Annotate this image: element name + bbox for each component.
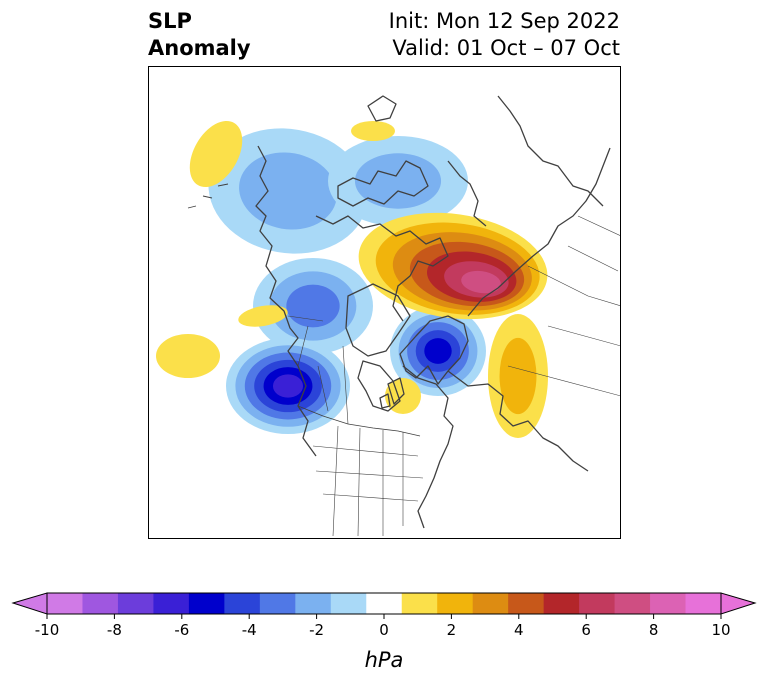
low-gulf-of-alaska-pacific-contour [272, 374, 304, 398]
colorbar-ticks: -10 -8 -6 -4 -2 0 2 4 6 8 10 [35, 614, 731, 639]
coastline-kamchatka [447, 160, 487, 227]
colorbar-segment [508, 593, 545, 614]
coastline-siberia [467, 147, 611, 317]
low-scandinavia-contour [424, 338, 452, 364]
colorbar-segment [117, 593, 154, 614]
high-siberia-arctic-contour [461, 270, 501, 294]
lows-alaska-canada-arc-contour [239, 152, 337, 230]
slp-anomaly-map [148, 66, 621, 539]
coastline-north-pacific-islands [187, 183, 229, 209]
colorbar-tick-label: 10 [711, 621, 730, 639]
high-subtropical-pacific-contour [189, 120, 243, 188]
colorbar-segment [224, 593, 261, 614]
high-subtropical-pacific-contour [238, 305, 288, 327]
colorbar-over-arrow [720, 592, 757, 615]
border-canada-provinces [287, 315, 349, 425]
coastline-greenland [345, 283, 411, 357]
border-us-canada [297, 405, 421, 437]
coastline-arctic-islands [337, 160, 429, 207]
map-frame [148, 66, 621, 539]
colorbar-segment [259, 593, 296, 614]
coastline-east-asia [497, 95, 604, 207]
colorbar-segment [614, 593, 651, 614]
colorbar-segment [366, 593, 403, 614]
lows-alaska-canada-arc-contour [286, 284, 340, 328]
anomaly-fill-layer [156, 120, 548, 438]
colorbar-segment [685, 593, 722, 614]
coastline-europe [447, 370, 589, 472]
colorbar-segments [47, 593, 722, 614]
colorbar-segment [579, 593, 616, 614]
high-north-atlantic-contour [385, 378, 421, 414]
coastline-scandinavia [399, 315, 469, 385]
colorbar-tick-label: -10 [35, 621, 60, 639]
coastline-japan [367, 95, 397, 122]
colorbar-tick-label: -2 [309, 621, 324, 639]
high-subtropical-pacific-contour [156, 334, 220, 378]
border-asia-countries [507, 215, 621, 397]
coastlines-and-borders [187, 95, 621, 537]
colorbar-tick-label: 2 [447, 621, 457, 639]
colorbar-tick-label: -6 [174, 621, 189, 639]
map-title: SLP Anomaly [148, 9, 251, 60]
init-date: Init: Mon 12 Sep 2022 [388, 9, 620, 33]
colorbar-tick-label: 0 [379, 621, 389, 639]
colorbar-segment [47, 593, 83, 614]
coastline-east-america [402, 365, 454, 529]
colorbar-segment [401, 593, 438, 614]
colorbar-segment [330, 593, 367, 614]
colorbar-segment [188, 593, 225, 614]
colorbar-segment [472, 593, 509, 614]
colorbar-segment [650, 593, 687, 614]
coastline-british-isles [379, 377, 405, 409]
colorbar-tick-label: 4 [514, 621, 524, 639]
colorbar-tick-label: 6 [581, 621, 591, 639]
colorbar-tick-label: -8 [107, 621, 122, 639]
high-eastern-europe-tail-contour [499, 337, 537, 415]
colorbar-tick-label: 8 [649, 621, 659, 639]
coastline-hudson-bay [357, 360, 401, 412]
colorbar-unit-label: hPa [365, 648, 404, 672]
colorbar-segment [437, 593, 474, 614]
high-north-atlantic-contour [351, 121, 395, 141]
colorbar-under-arrow [11, 592, 48, 615]
colorbar: -10 -8 -6 -4 -2 0 2 4 6 8 10 hPa [11, 592, 757, 672]
forecast-dates: Init: Mon 12 Sep 2022 Valid: 01 Oct – 07… [389, 8, 620, 62]
colorbar-tick-label: -4 [242, 621, 257, 639]
colorbar-segment [153, 593, 190, 614]
border-us-states-grid [312, 425, 424, 537]
colorbar-segment [295, 593, 332, 614]
colorbar-segment [82, 593, 119, 614]
coastline-alaska-westcoast [255, 145, 317, 457]
valid-range: Valid: 01 Oct – 07 Oct [392, 36, 620, 60]
coastline-canadian-arctic [315, 215, 449, 322]
colorbar-segment [543, 593, 580, 614]
lows-alaska-canada-arc-contour [354, 153, 442, 209]
